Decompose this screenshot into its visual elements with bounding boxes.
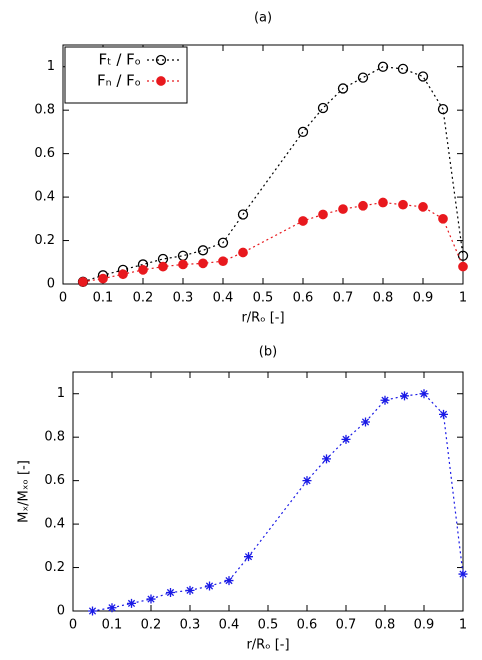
point — [224, 576, 234, 586]
x-tick-label: 0.5 — [253, 291, 274, 306]
x-tick-label: 0.1 — [102, 618, 123, 633]
y-tick-label: 0.6 — [44, 473, 65, 488]
x-tick-label: 0.6 — [297, 618, 318, 633]
point — [237, 209, 249, 220]
point — [398, 199, 408, 210]
point — [158, 261, 168, 272]
point — [107, 603, 117, 613]
point — [377, 61, 389, 72]
point — [457, 250, 469, 261]
y-tick-label: 0.4 — [34, 190, 55, 205]
point — [238, 247, 248, 258]
legend-box — [64, 46, 188, 104]
chart-title: (a) — [254, 11, 272, 26]
y-tick-label: 0.8 — [34, 103, 55, 118]
point — [338, 204, 348, 214]
point — [244, 552, 253, 562]
point — [322, 454, 331, 464]
point — [337, 83, 349, 94]
point — [417, 71, 429, 82]
y-tick-label: 1 — [47, 59, 55, 74]
point — [185, 585, 195, 595]
y-tick-label: 0.4 — [44, 517, 65, 532]
x-tick-label: 0.8 — [375, 618, 396, 633]
point — [400, 391, 409, 401]
point — [146, 594, 156, 604]
y-tick-label: 0.2 — [44, 560, 65, 575]
point — [438, 213, 448, 224]
point — [437, 103, 449, 115]
point — [166, 588, 175, 598]
x-tick-label: 0.7 — [336, 618, 357, 633]
point — [397, 63, 409, 75]
point — [178, 259, 188, 270]
point — [378, 197, 388, 208]
point — [78, 276, 88, 287]
y-tick-label: 1 — [57, 386, 65, 401]
y-tick-label: 0.8 — [44, 430, 65, 445]
point — [302, 476, 312, 486]
point — [439, 409, 448, 419]
series-line — [82, 66, 464, 283]
y-tick-label: 0.2 — [34, 233, 55, 248]
point — [357, 72, 369, 83]
point — [419, 389, 429, 399]
x-tick-label: 1 — [459, 291, 467, 306]
x-tick-label: 0.9 — [413, 291, 434, 306]
x-tick-label: 0 — [69, 618, 77, 633]
y-tick-label: 0 — [57, 604, 65, 619]
x-tick-label: 0.2 — [141, 618, 162, 633]
point — [197, 245, 209, 256]
point — [458, 569, 468, 579]
x-tick-label: 1 — [459, 618, 467, 633]
x-tick-label: 0.3 — [173, 291, 194, 306]
x-tick-label: 0.9 — [414, 618, 435, 633]
x-tick-label: 0.6 — [293, 291, 314, 306]
x-tick-label: 0 — [59, 291, 67, 306]
point — [341, 434, 351, 444]
point — [205, 581, 214, 591]
series-line — [92, 393, 464, 612]
point — [358, 200, 368, 211]
legend-label: Fₙ / Fₒ — [97, 72, 141, 90]
x-axis-label: r/Rₒ [-] — [246, 638, 289, 653]
y-tick-label: 0.6 — [34, 146, 55, 161]
x-tick-label: 0.4 — [219, 618, 240, 633]
point — [298, 216, 308, 226]
point — [418, 202, 428, 212]
legend-marker — [155, 54, 167, 66]
x-axis-label: r/Rₒ [-] — [241, 311, 284, 326]
point — [458, 261, 468, 272]
point — [217, 237, 229, 248]
point — [380, 395, 390, 405]
point — [118, 269, 128, 280]
y-axis-label: Mₓ/Mₓₒ [-] — [17, 460, 32, 523]
point — [317, 102, 329, 114]
point — [318, 209, 328, 220]
chart-title: (b) — [259, 345, 277, 360]
point — [218, 256, 228, 267]
point — [361, 417, 370, 427]
point — [98, 273, 108, 284]
point — [198, 258, 208, 269]
x-tick-label: 0.8 — [373, 291, 394, 306]
x-tick-label: 0.1 — [93, 291, 114, 306]
point — [88, 606, 97, 616]
x-tick-label: 0.2 — [133, 291, 154, 306]
x-tick-label: 0.3 — [180, 618, 201, 633]
legend-marker — [156, 76, 166, 86]
point — [297, 126, 309, 138]
x-tick-label: 0.7 — [333, 291, 354, 306]
x-tick-label: 0.5 — [258, 618, 279, 633]
legend-label: Fₜ / Fₒ — [99, 51, 141, 69]
x-tick-label: 0.4 — [213, 291, 234, 306]
y-tick-label: 0 — [47, 277, 55, 292]
point — [138, 265, 148, 275]
plot-frame — [72, 371, 464, 612]
point — [127, 598, 136, 608]
